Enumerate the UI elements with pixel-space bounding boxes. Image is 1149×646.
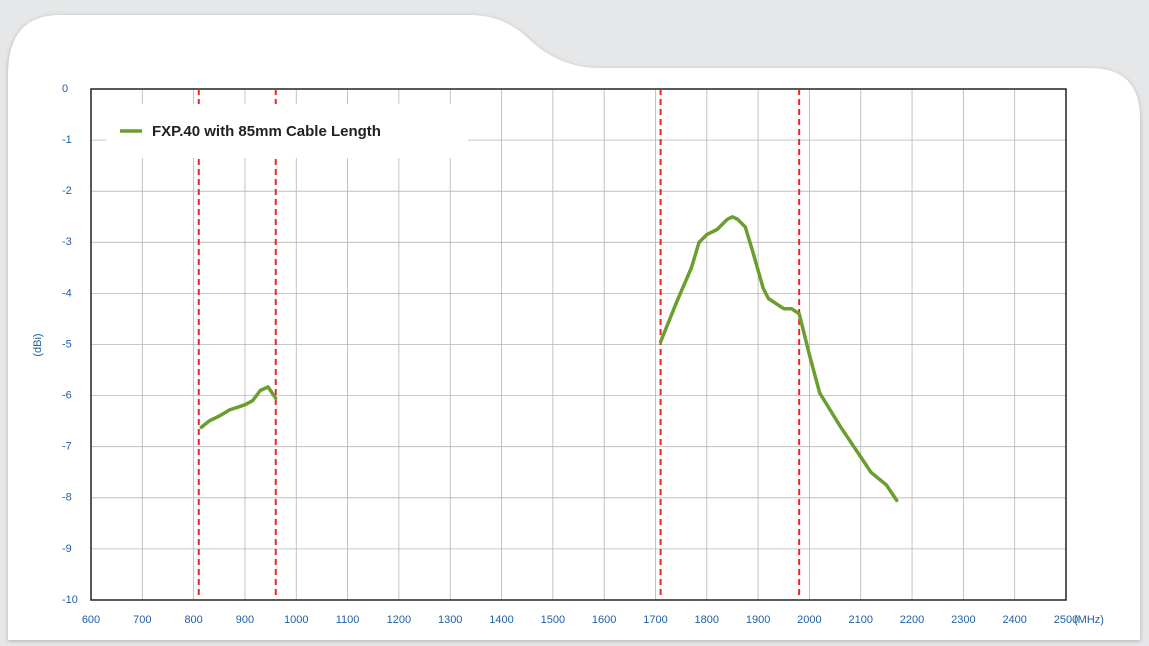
plot-frame: [90, 88, 1067, 601]
y-axis-label: (dBi): [32, 333, 44, 356]
x-tick-label: 2400: [1002, 614, 1026, 626]
x-tick-label: 900: [236, 614, 254, 626]
y-tick-label: -10: [62, 594, 78, 606]
y-tick-label: -3: [62, 236, 72, 248]
x-tick-label: 1700: [643, 614, 667, 626]
series-line: [199, 215, 899, 503]
y-tick-label: -2: [62, 185, 72, 197]
x-tick-label: 1200: [387, 614, 411, 626]
x-tick-label: 2500: [1054, 614, 1078, 626]
x-tick-label: 1100: [336, 614, 360, 626]
x-tick-label: 2200: [900, 614, 924, 626]
x-tick-label: 2300: [951, 614, 975, 626]
x-axis-unit: (MHz): [1074, 614, 1104, 626]
x-tick-label: 2000: [797, 614, 821, 626]
x-tick-label: 700: [133, 614, 151, 626]
y-tick-label: -6: [62, 390, 72, 402]
y-tick-label: -4: [62, 287, 72, 299]
y-tick-label: -9: [62, 543, 72, 555]
x-tick-label: 1500: [541, 614, 565, 626]
y-tick-label: -1: [62, 134, 72, 146]
y-tick-label: -8: [62, 492, 72, 504]
x-tick-label: 1000: [284, 614, 308, 626]
x-tick-label: 600: [82, 614, 100, 626]
y-tick-label: -5: [62, 338, 72, 350]
legend-label: FXP.40 with 85mm Cable Length: [152, 123, 381, 140]
x-tick-label: 1900: [746, 614, 770, 626]
x-tick-label: 1400: [489, 614, 513, 626]
y-tick-label: -7: [62, 441, 72, 453]
panel: [8, 15, 1140, 640]
y-tick-label: 0: [62, 83, 68, 95]
x-tick-label: 1800: [695, 614, 719, 626]
legend-box: [106, 104, 468, 158]
x-tick-label: 800: [184, 614, 202, 626]
x-tick-label: 1300: [438, 614, 462, 626]
x-tick-label: 2100: [848, 614, 872, 626]
x-tick-label: 1600: [592, 614, 616, 626]
